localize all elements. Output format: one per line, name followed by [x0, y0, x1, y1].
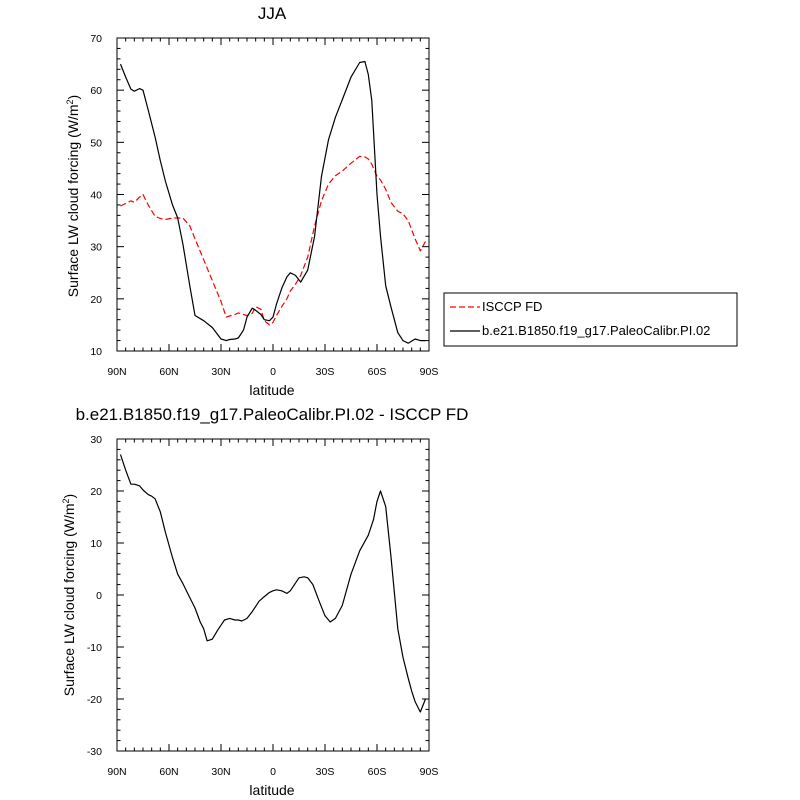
bottom-x-tick-label: 30S — [316, 766, 335, 778]
bottom-x-tick-label: 0 — [270, 766, 276, 778]
bottom-x-tick-labels: 90N 60N 30N 0 30S 60S 90S — [107, 766, 438, 778]
bottom-y-tick-label: 10 — [90, 538, 102, 550]
top-y-tick-label: 40 — [90, 190, 102, 202]
legend-label-isccp: ISCCP FD — [482, 299, 542, 314]
bottom-x-tick-label: 60S — [368, 766, 387, 778]
legend: ISCCP FD b.e21.B1850.f19_g17.PaleoCalibr… — [443, 292, 738, 347]
legend-box — [443, 292, 738, 347]
bottom-x-tick-label: 60N — [159, 766, 178, 778]
bottom-y-tick-label: -20 — [87, 694, 102, 706]
top-series-line-0 — [120, 155, 427, 326]
top-y-tick-label: 50 — [90, 137, 102, 149]
top-x-tick-label: 90N — [107, 366, 126, 378]
top-y-tick-label: 30 — [90, 242, 102, 254]
bottom-y-tick-label: 0 — [96, 590, 102, 602]
top-panel: JJA 10 20 30 40 50 60 70 90N 60N 30N 0 30S 60S 90S l… — [65, 4, 438, 398]
top-x-tick-label: 0 — [270, 366, 276, 378]
bottom-x-tick-label: 90S — [420, 766, 439, 778]
top-x-tick-label: 90S — [420, 366, 439, 378]
top-x-tick-labels: 90N 60N 30N 0 30S 60S 90S — [107, 366, 438, 378]
bottom-ticks — [116, 438, 430, 752]
top-chart-title: JJA — [258, 4, 287, 23]
top-y-tick-label: 10 — [90, 346, 102, 358]
bottom-y-tick-label: -10 — [87, 642, 102, 654]
legend-label-model: b.e21.B1850.f19_g17.PaleoCalibr.PI.02 — [482, 323, 710, 338]
top-x-axis-label: latitude — [249, 382, 294, 398]
bottom-series-line-0 — [119, 454, 427, 713]
bottom-plot-frame — [116, 438, 430, 752]
top-y-tick-label: 70 — [90, 33, 102, 45]
bottom-panel: b.e21.B1850.f19_g17.PaleoCalibr.PI.02 - … — [61, 405, 468, 798]
top-y-axis-label: Surface LW cloud forcing (W/m2) — [65, 95, 81, 297]
bottom-y-tick-label: -30 — [87, 746, 102, 758]
top-series-group — [119, 60, 427, 344]
top-series-line-1 — [119, 60, 426, 344]
top-ticks — [116, 37, 430, 352]
top-plot-frame — [116, 37, 430, 352]
top-x-tick-label: 30S — [316, 366, 335, 378]
bottom-x-tick-label: 90N — [107, 766, 126, 778]
bottom-y-tick-label: 30 — [90, 434, 102, 446]
bottom-series-group — [119, 454, 427, 713]
top-x-tick-label: 60N — [159, 366, 178, 378]
bottom-chart-title: b.e21.B1850.f19_g17.PaleoCalibr.PI.02 - … — [76, 405, 469, 424]
top-x-tick-label: 30N — [211, 366, 230, 378]
bottom-y-tick-labels: -30 -20 -10 0 10 20 30 — [87, 434, 102, 758]
bottom-y-tick-label: 20 — [90, 486, 102, 498]
bottom-y-axis-label: Surface LW cloud forcing (W/m2) — [61, 494, 77, 696]
bottom-x-tick-label: 30N — [211, 766, 230, 778]
bottom-x-axis-label: latitude — [249, 782, 294, 798]
top-y-tick-labels: 10 20 30 40 50 60 70 — [90, 33, 102, 358]
top-x-tick-label: 60S — [368, 366, 387, 378]
top-y-tick-label: 60 — [90, 85, 102, 97]
top-y-tick-label: 20 — [90, 294, 102, 306]
